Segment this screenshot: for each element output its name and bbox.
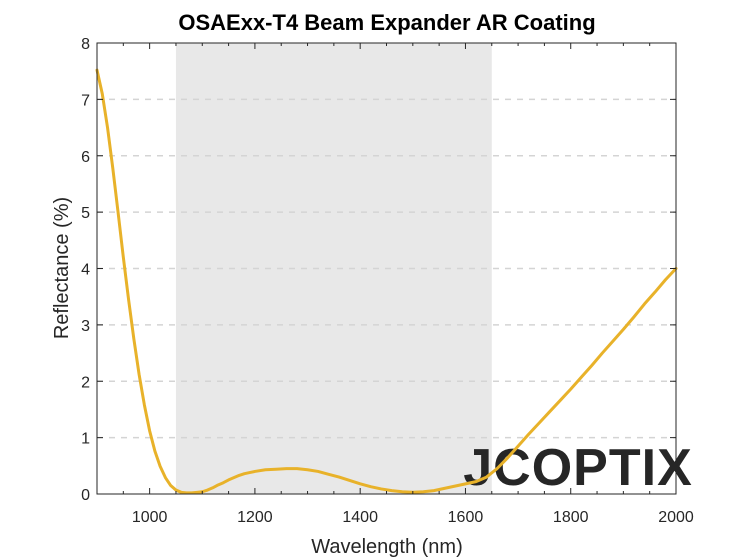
y-tick-label: 3 bbox=[81, 318, 90, 335]
x-tick-label: 2000 bbox=[658, 509, 694, 526]
x-axis-label: Wavelength (nm) bbox=[311, 536, 463, 558]
chart-title: OSAExx-T4 Beam Expander AR Coating bbox=[178, 10, 595, 35]
jcoptix-watermark: JCOPTIX bbox=[463, 439, 693, 497]
x-tick-label: 1000 bbox=[132, 509, 168, 526]
y-tick-label: 2 bbox=[81, 374, 90, 391]
x-axis: 1000 1200 1400 1600 1800 2000 bbox=[96, 43, 694, 526]
y-tick-label: 6 bbox=[81, 149, 90, 166]
reflectance-line bbox=[95, 68, 678, 495]
y-axis: 0 1 2 3 4 5 6 7 8 bbox=[81, 36, 676, 504]
y-tick-label: 1 bbox=[81, 431, 90, 448]
x-tick-label: 1400 bbox=[342, 509, 378, 526]
y-tick-label: 0 bbox=[81, 487, 90, 504]
y-tick-label: 7 bbox=[81, 92, 90, 109]
gridlines bbox=[97, 98, 676, 439]
shaded-band bbox=[175, 43, 492, 494]
y-tick-label: 8 bbox=[81, 36, 90, 53]
x-tick-label: 1600 bbox=[448, 509, 484, 526]
y-axis-label: Reflectance (%) bbox=[51, 197, 73, 339]
y-tick-label: 5 bbox=[81, 205, 90, 222]
x-tick-label: 1800 bbox=[553, 509, 589, 526]
x-tick-label: 1200 bbox=[237, 509, 273, 526]
y-tick-label: 4 bbox=[81, 262, 90, 279]
